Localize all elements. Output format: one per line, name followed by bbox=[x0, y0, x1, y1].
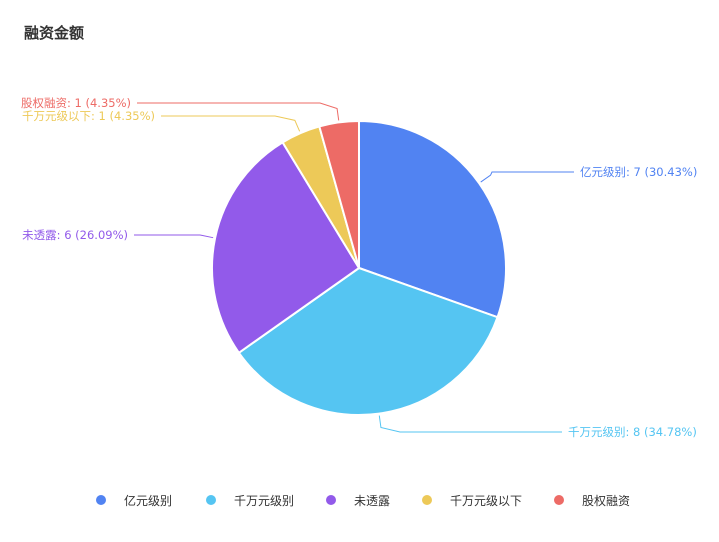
pie-chart: 亿元级别: 7 (30.43%) 千万元级别: 8 (34.78%) 未透露: 6 … bbox=[21, 96, 697, 439]
slice-label-4: 千万元级以下: 1 (4.35%) bbox=[22, 109, 155, 123]
legend-label: 股权融资 bbox=[582, 493, 631, 508]
legend-label: 千万元级别 bbox=[234, 493, 295, 508]
leader-line-3 bbox=[134, 234, 214, 239]
pie-slice-3[interactable] bbox=[211, 141, 361, 355]
slice-label-3: 未透露: 6 (26.09%) bbox=[22, 228, 128, 242]
legend-item-2[interactable]: 千万元级别 bbox=[206, 490, 294, 510]
leader-line-2 bbox=[378, 415, 562, 433]
legend-swatch bbox=[206, 495, 216, 505]
slice-label-1: 亿元级别: 7 (30.43%) bbox=[580, 165, 697, 179]
leader-line-5 bbox=[137, 102, 340, 121]
chart-title: 融资金额 bbox=[24, 24, 85, 42]
legend-item-4[interactable]: 千万元级以下 bbox=[422, 490, 522, 510]
legend-swatch bbox=[554, 495, 564, 505]
legend-label: 未透露 bbox=[354, 493, 391, 508]
slice-label-2: 千万元级别: 8 (34.78%) bbox=[568, 425, 697, 439]
legend-swatch bbox=[96, 495, 106, 505]
pie-slice-2[interactable] bbox=[237, 266, 499, 416]
pie-slice-1[interactable] bbox=[358, 119, 507, 319]
legend-swatch bbox=[422, 495, 432, 505]
slice-label-5: 股权融资: 1 (4.35%) bbox=[21, 96, 131, 110]
legend-swatch bbox=[326, 495, 336, 505]
legend-label: 亿元级别 bbox=[124, 493, 173, 508]
leader-line-4 bbox=[161, 115, 301, 132]
chart-legend: 亿元级别 千万元级别 未透露 千万元级以下 股权融资 bbox=[0, 490, 719, 510]
legend-item-5[interactable]: 股权融资 bbox=[554, 490, 630, 510]
pie-slice-5[interactable] bbox=[318, 119, 360, 269]
leader-line-1 bbox=[480, 171, 574, 183]
legend-item-3[interactable]: 未透露 bbox=[326, 490, 390, 510]
legend-label: 千万元级以下 bbox=[450, 493, 523, 508]
legend-item-1[interactable]: 亿元级别 bbox=[96, 490, 172, 510]
